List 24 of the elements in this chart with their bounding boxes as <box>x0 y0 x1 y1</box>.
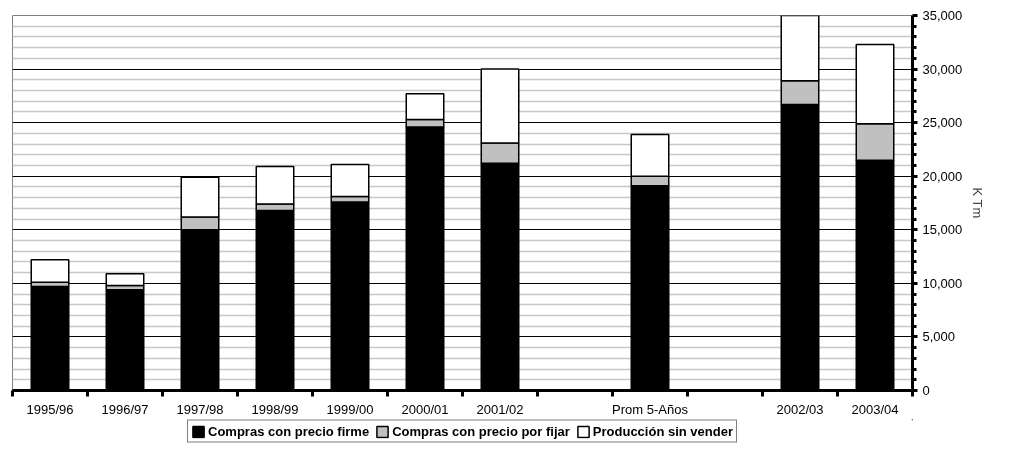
x-tick-label: 2001/02 <box>476 401 524 417</box>
x-tick-label: 1999/00 <box>326 401 374 417</box>
y-tick-label: 35,000 <box>922 8 963 23</box>
x-tick-label: 1998/99 <box>251 401 299 417</box>
y-tick-label: 30,000 <box>922 61 963 77</box>
legend-label: Producción sin vender <box>592 423 733 439</box>
y-tick-label: 15,000 <box>922 222 963 238</box>
bar <box>30 259 70 284</box>
x-tick-label: 2003/04 <box>851 401 899 417</box>
y-tick-label: 25,000 <box>922 115 963 131</box>
y-tick-label: 10,000 <box>922 275 963 291</box>
bar <box>105 272 145 287</box>
x-tick-label: 1996/97 <box>101 401 149 417</box>
legend-label: Compras con precio firme <box>208 423 370 439</box>
x-tick-label: Prom 5-Años <box>612 401 689 417</box>
x-tick-label: 1997/98 <box>176 401 224 417</box>
x-tick-label: 2002/03 <box>776 401 824 417</box>
x-tick-label: 1995/96 <box>26 401 74 417</box>
legend-label: Compras con precio por fijar <box>392 423 570 439</box>
y-tick-label: 20,000 <box>922 168 963 184</box>
y-axis-title: K Tm <box>970 187 986 219</box>
y-tick-label: 0 <box>922 383 930 398</box>
x-tick-label: 2000/01 <box>401 401 449 417</box>
y-tick-label: 5,000 <box>922 329 956 345</box>
